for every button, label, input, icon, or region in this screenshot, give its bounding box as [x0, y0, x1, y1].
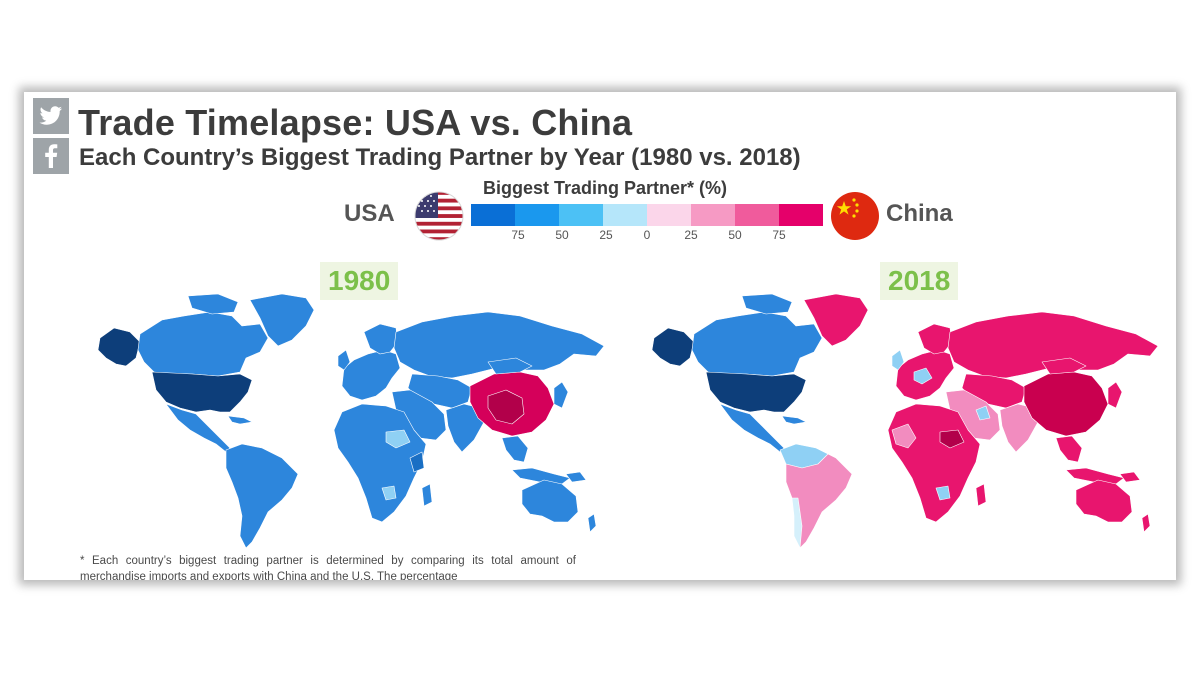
- region-uk: [337, 349, 351, 371]
- region-southern-africa-light: [381, 485, 397, 501]
- region-greenland: [803, 293, 869, 347]
- legend-title: Biggest Trading Partner* (%): [483, 178, 728, 198]
- region-new-zealand: [587, 513, 597, 533]
- region-arctic-islands: [741, 293, 793, 315]
- region-sahel: [939, 429, 965, 449]
- region-alaska: [97, 327, 141, 367]
- legend-swatch: [779, 204, 823, 226]
- legend-swatch: [735, 204, 779, 226]
- region-russia: [947, 311, 1159, 379]
- region-alaska: [651, 327, 695, 367]
- region-usa: [705, 371, 807, 413]
- twitter-icon: [39, 106, 62, 125]
- region-india: [445, 403, 485, 453]
- region-gulf-light: [975, 405, 991, 421]
- region-south-america: [225, 443, 299, 549]
- region-southeast-asia: [1055, 435, 1083, 463]
- region-new-guinea: [565, 471, 587, 483]
- legend-tick: 25: [599, 228, 613, 242]
- facebook-icon: [45, 144, 58, 168]
- region-china-core: [487, 389, 525, 425]
- map-1980-land: [97, 293, 605, 549]
- legend-tick: 75: [511, 228, 525, 242]
- region-new-guinea: [1119, 471, 1141, 483]
- region-indonesia: [511, 467, 571, 485]
- region-korea-japan: [1107, 381, 1123, 409]
- region-scandinavia: [917, 323, 953, 355]
- region-mongolia: [1041, 357, 1087, 375]
- region-canada: [691, 311, 823, 377]
- region-mongolia: [487, 357, 533, 375]
- region-chile: [791, 497, 803, 549]
- infographic-card: Trade Timelapse: USA vs. China Each Coun…: [24, 92, 1176, 580]
- region-new-zealand: [1141, 513, 1151, 533]
- region-india: [999, 403, 1039, 453]
- legend-tick: 0: [643, 228, 651, 242]
- legend-china-label: China: [886, 200, 953, 227]
- region-sahel: [385, 429, 411, 449]
- region-west-africa-pink: [891, 423, 917, 449]
- world-map-1980: [97, 293, 605, 549]
- region-australia: [521, 479, 579, 523]
- region-greenland: [249, 293, 315, 347]
- world-map-2018: [651, 293, 1159, 549]
- legend-swatch: [647, 204, 691, 226]
- legend-color-scale: [471, 204, 823, 226]
- region-usa: [151, 371, 253, 413]
- region-russia: [393, 311, 605, 379]
- region-australia: [1075, 479, 1133, 523]
- footnote: * Each country’s biggest trading partner…: [80, 555, 576, 580]
- region-indonesia: [1065, 467, 1125, 485]
- region-caribbean: [781, 415, 807, 425]
- region-southeast-asia: [501, 435, 529, 463]
- region-china: [1023, 371, 1109, 437]
- china-flag-icon: [831, 192, 879, 240]
- region-mexico-central-america: [719, 403, 785, 453]
- region-canada: [137, 311, 269, 377]
- region-scandinavia: [363, 323, 399, 355]
- twitter-share-button[interactable]: [33, 98, 69, 134]
- page-subtitle: Each Country’s Biggest Trading Partner b…: [79, 144, 801, 171]
- legend-tick: 50: [555, 228, 569, 242]
- legend-tick: 50: [728, 228, 742, 242]
- region-uk: [891, 349, 905, 371]
- legend-swatch: [471, 204, 515, 226]
- legend-swatch: [515, 204, 559, 226]
- region-horn-africa: [409, 451, 425, 473]
- facebook-share-button[interactable]: [33, 138, 69, 174]
- region-madagascar: [421, 483, 433, 507]
- region-mexico-central-america: [165, 403, 231, 453]
- legend-usa-label: USA: [344, 200, 395, 227]
- legend-swatch: [559, 204, 603, 226]
- year-badge-2018: 2018: [880, 262, 959, 300]
- legend-swatch: [603, 204, 647, 226]
- legend-tick: 75: [772, 228, 786, 242]
- region-korea-japan: [553, 381, 569, 409]
- region-europe-light: [913, 367, 933, 385]
- usa-flag-icon: [414, 191, 464, 241]
- region-arctic-islands: [187, 293, 239, 315]
- map-2018-land: [651, 293, 1159, 549]
- year-badge-1980: 1980: [320, 262, 399, 300]
- region-caribbean: [227, 415, 253, 425]
- region-madagascar: [975, 483, 987, 507]
- legend-tick: 25: [684, 228, 698, 242]
- legend-swatch: [691, 204, 735, 226]
- region-europe: [341, 349, 401, 401]
- region-southern-africa-light: [935, 485, 951, 501]
- page-title: Trade Timelapse: USA vs. China: [78, 102, 633, 143]
